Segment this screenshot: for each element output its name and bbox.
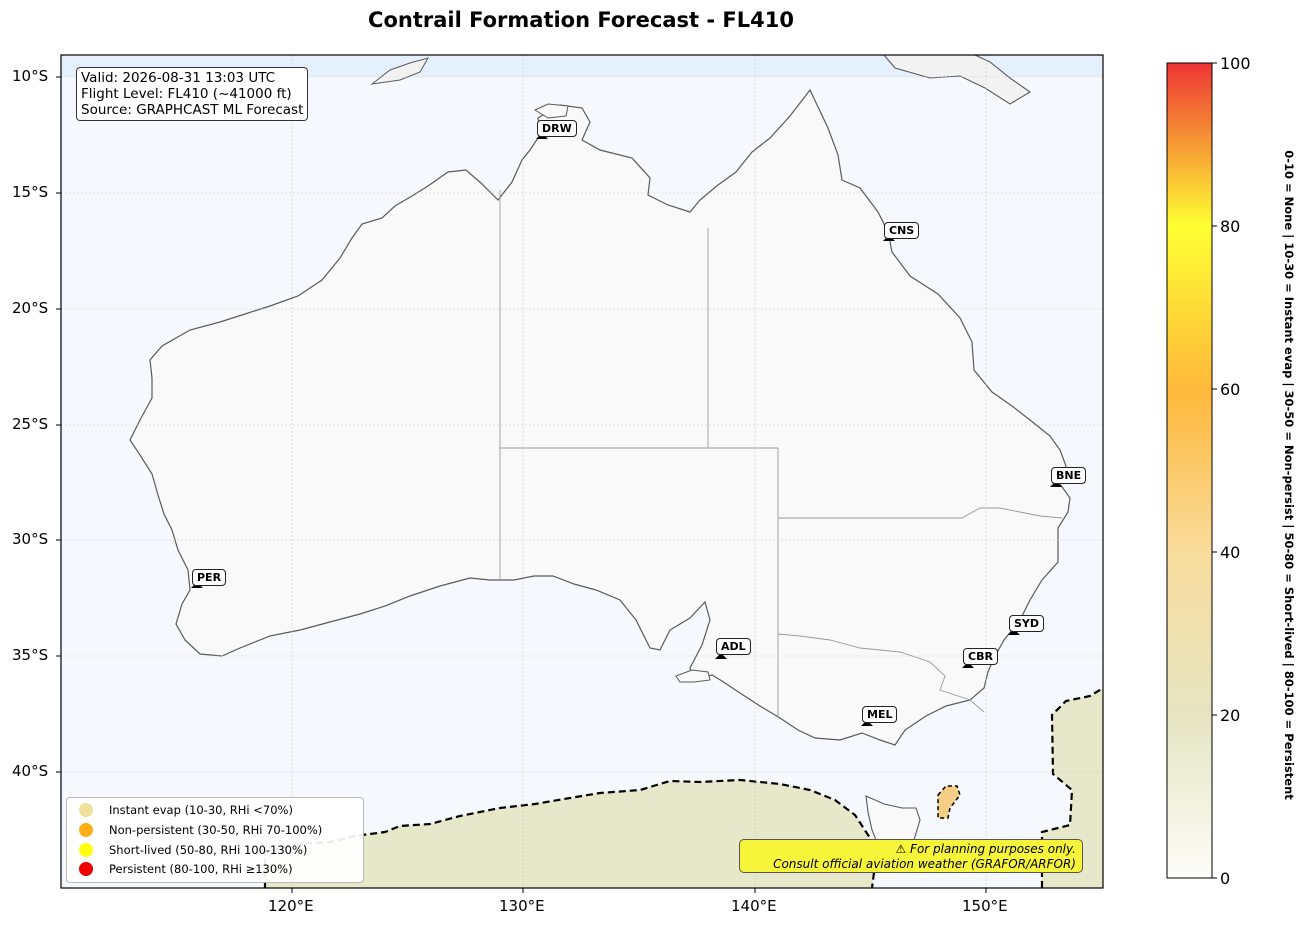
- data-source: Source: GRAPHCAST ML Forecast: [81, 102, 304, 118]
- contrail-zone-dashed-southeast: [1040, 687, 1103, 888]
- legend-label: Persistent (80-100, RHi ≥130%): [109, 862, 293, 876]
- contrail-zone-southeast: [1042, 688, 1103, 888]
- airport-label-per[interactable]: PER: [192, 569, 227, 586]
- warning-line-2: Consult official aviation weather (GRAFO…: [773, 857, 1076, 871]
- lon-tick-label: 130°E: [499, 897, 545, 915]
- airport-label-drw[interactable]: DRW: [537, 120, 577, 137]
- lat-tick-label: 25°S: [12, 415, 49, 433]
- airport-label-bne[interactable]: BNE: [1051, 467, 1087, 484]
- airport-marker-mel: [861, 720, 873, 726]
- warning-line-1: ⚠ For planning purposes only.: [895, 842, 1076, 856]
- colorbar-tick-label: 20: [1220, 706, 1241, 725]
- colorbar-ticks: [1212, 62, 1217, 879]
- kangaroo-island: [675, 669, 711, 683]
- new-guinea: [883, 55, 1032, 105]
- melville-island: [533, 103, 569, 119]
- lat-tick-label: 10°S: [12, 67, 49, 85]
- airport-label-cbr[interactable]: CBR: [963, 648, 998, 665]
- planning-warning: ⚠ For planning purposes only. Consult of…: [739, 839, 1083, 873]
- legend-label: Non-persistent (30-50, RHi 70-100%): [109, 823, 323, 837]
- axis-ticks: [56, 76, 987, 893]
- lat-tick-label: 35°S: [12, 646, 49, 664]
- colorbar-tick-label: 60: [1220, 380, 1241, 399]
- colorbar-tick-label: 40: [1220, 543, 1241, 562]
- airport-marker-adl: [715, 653, 727, 659]
- legend-dot-instant-evap: [79, 803, 93, 817]
- legend-item: Short-lived (50-80, RHi 100-130%): [79, 841, 307, 859]
- forecast-info-box: Valid: 2026-08-31 13:03 UTC Flight Level…: [76, 67, 309, 121]
- lat-tick-label: 30°S: [12, 530, 49, 548]
- state-borders: [499, 190, 1063, 718]
- legend-item: Non-persistent (30-50, RHi 70-100%): [79, 821, 322, 839]
- colorbar-label: 0-10 = None | 10-30 = Instant evap | 30-…: [1282, 75, 1296, 875]
- ocean-north-band: [61, 55, 1103, 77]
- colorbar-tick-label: 0: [1220, 869, 1231, 888]
- airport-label-syd[interactable]: SYD: [1009, 615, 1045, 632]
- airport-marker-bne: [1050, 481, 1062, 487]
- airport-label-adl[interactable]: ADL: [716, 638, 751, 655]
- legend-dot-short-lived: [79, 843, 93, 857]
- colorbar-tick-label: 100: [1220, 54, 1251, 73]
- map-frame: [60, 54, 1104, 889]
- legend-dot-persistent: [79, 862, 93, 876]
- colorbar-label-text: 0-10 = None | 10-30 = Instant evap | 30-…: [1282, 150, 1296, 800]
- flight-level: Flight Level: FL410 (~41000 ft): [81, 86, 292, 102]
- airport-marker-cbr: [962, 662, 974, 668]
- timor-island: [370, 57, 430, 85]
- legend: Instant evap (10-30, RHi <70%) Non-persi…: [66, 797, 364, 883]
- legend-label: Instant evap (10-30, RHi <70%): [109, 803, 293, 817]
- contrail-zone-south: [265, 780, 875, 888]
- lat-tick-label: 20°S: [12, 299, 49, 317]
- colorbar: [1166, 62, 1213, 879]
- lat-tick-label: 15°S: [12, 183, 49, 201]
- colorbar-tick-label: 80: [1220, 217, 1241, 236]
- legend-item: Instant evap (10-30, RHi <70%): [79, 801, 293, 819]
- airport-label-cns[interactable]: CNS: [884, 222, 920, 239]
- legend-item: Persistent (80-100, RHi ≥130%): [79, 860, 293, 878]
- lat-tick-label: 40°S: [12, 762, 49, 780]
- lon-tick-label: 120°E: [268, 897, 314, 915]
- legend-label: Short-lived (50-80, RHi 100-130%): [109, 843, 308, 857]
- contrail-patch-tasmania-1: [937, 785, 961, 819]
- lon-tick-label: 150°E: [962, 897, 1008, 915]
- airport-marker-syd: [1008, 629, 1020, 635]
- lon-tick-label: 140°E: [731, 897, 777, 915]
- map-title: Contrail Formation Forecast - FL410: [368, 8, 794, 32]
- valid-time: Valid: 2026-08-31 13:03 UTC: [81, 70, 276, 86]
- airport-label-mel[interactable]: MEL: [862, 706, 898, 723]
- legend-dot-non-persistent: [79, 823, 93, 837]
